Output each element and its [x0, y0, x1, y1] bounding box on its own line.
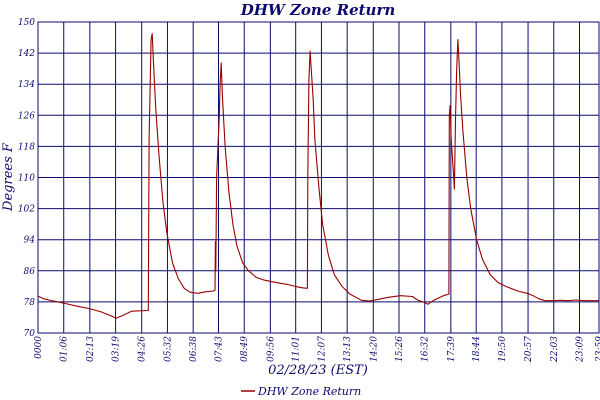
y-tick-label: 102: [18, 205, 35, 215]
x-tick-label: 14:20: [369, 336, 379, 362]
x-tick-label: 11:01: [292, 336, 302, 362]
y-tick-label: 118: [18, 142, 35, 152]
x-tick-label: 17:39: [447, 336, 457, 362]
x-tick-label: 01:06: [60, 336, 70, 362]
y-tick-label: 78: [24, 298, 36, 308]
chart-title: DHW Zone Return: [240, 1, 396, 19]
x-axis-label: 02/28/23 (EST): [268, 363, 368, 378]
x-tick-label: 08:49: [240, 336, 250, 362]
series-line-dhw-zone-return: [37, 33, 599, 319]
x-tick-label: 20:57: [524, 336, 534, 363]
y-tick-label: 142: [18, 49, 35, 59]
y-tick-label: 94: [24, 236, 36, 246]
x-tick-label: 18:44: [472, 336, 482, 362]
x-tick-label: 13:13: [343, 336, 353, 362]
x-tick-label: 19:50: [498, 336, 508, 362]
legend: DHW Zone Return: [241, 385, 361, 398]
x-tick-label: 03:19: [112, 336, 122, 362]
x-tick-label: 04:26: [138, 336, 148, 362]
x-tick-label: 15:26: [395, 336, 405, 362]
x-tick-label: 02:13: [86, 336, 96, 362]
y-tick-label: 150: [18, 18, 35, 28]
x-tick-label: 12:07: [317, 336, 327, 362]
x-tick-label: 06:38: [189, 336, 199, 362]
x-tick-label: 0000: [34, 336, 44, 359]
y-tick-label: 126: [18, 111, 35, 121]
legend-label: DHW Zone Return: [257, 385, 361, 398]
x-tick-label: 16:32: [421, 336, 431, 362]
plot-frame: [37, 21, 600, 334]
x-tick-label: 09:56: [266, 336, 276, 362]
y-tick-label: 86: [24, 267, 36, 277]
x-tick-label: 05:32: [163, 336, 173, 362]
x-tick-label: 23:09: [576, 336, 586, 363]
y-tick-label: 110: [18, 174, 35, 184]
series-layer: [37, 33, 599, 319]
x-tick-label: 22:03: [550, 336, 560, 363]
x-tick-label: 23:59: [595, 336, 600, 363]
x-tick-labels: 0000 01:06 02:13 03:19 04:26 05:32 06:38 07:43 0…: [34, 336, 600, 363]
y-tick-label: 70: [24, 329, 36, 339]
x-tick-label: 07:43: [215, 336, 225, 362]
y-axis-label: Degrees F: [1, 142, 16, 212]
y-tick-labels: 70 78 86 94 102 110 118 126 134 142 150: [18, 18, 35, 339]
y-tick-label: 134: [18, 80, 35, 90]
